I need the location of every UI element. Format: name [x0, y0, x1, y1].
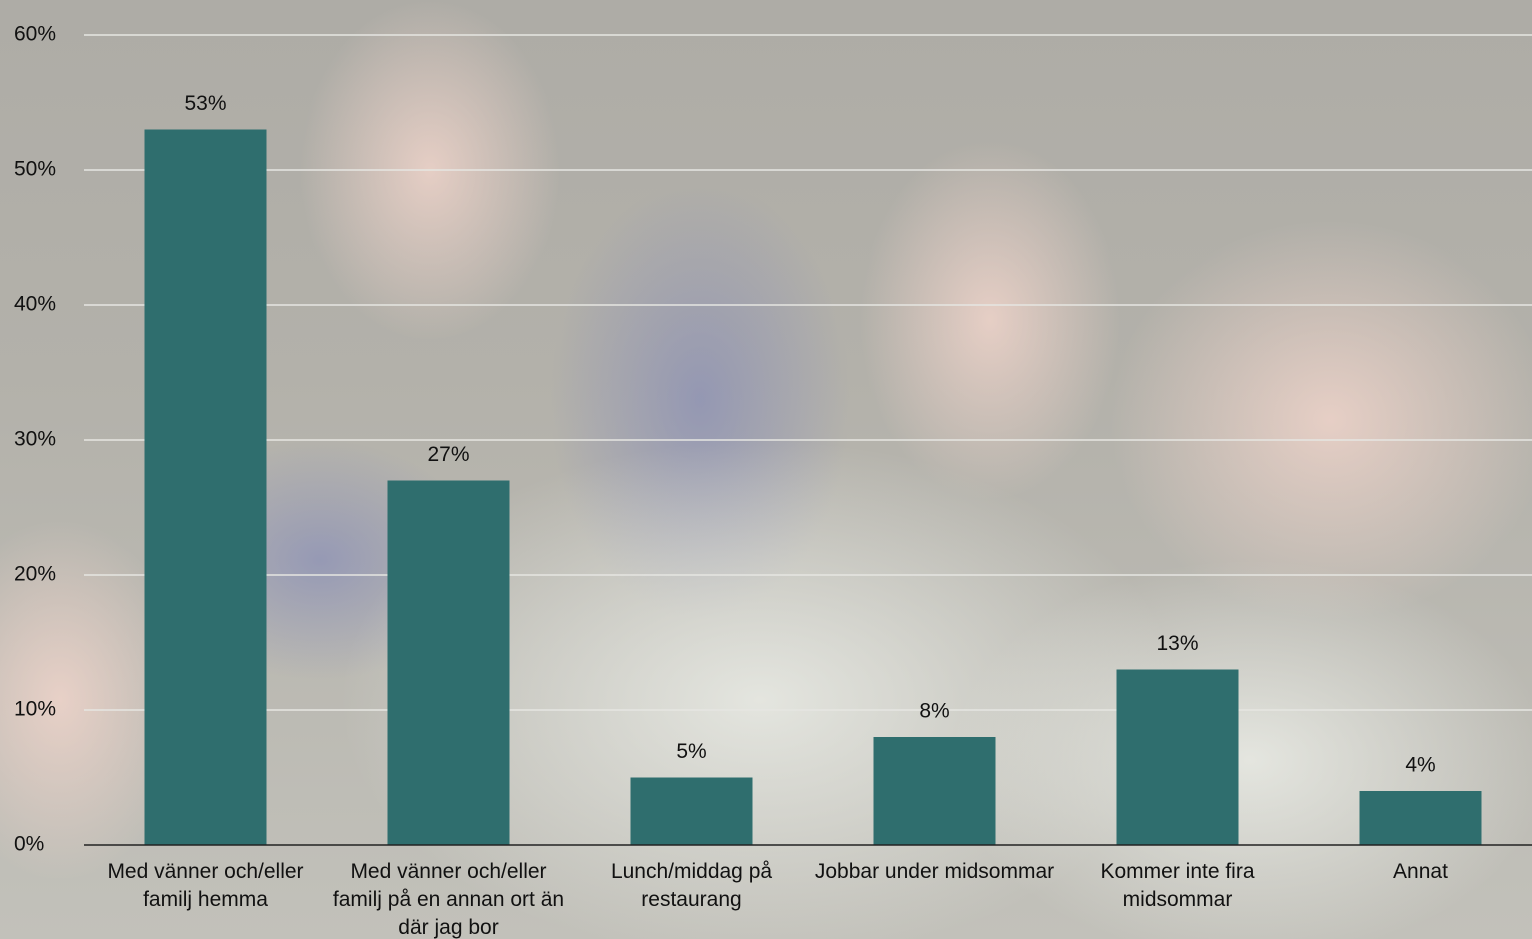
x-tick-label: Annat — [1393, 860, 1448, 883]
x-tick-label: Med vänner och/eller familj på en annan … — [332, 860, 565, 939]
y-tick-label: 50% — [14, 158, 56, 181]
y-tick-label: 40% — [14, 293, 56, 316]
value-label: 53% — [184, 92, 226, 115]
bar — [144, 129, 267, 845]
y-tick-label: 20% — [14, 563, 56, 586]
x-tick-label: Jobbar under midsommar — [814, 860, 1055, 883]
value-label: 13% — [1156, 632, 1198, 655]
x-tick-label: Med vänner och/eller familj hemma — [107, 860, 304, 911]
value-label: 8% — [919, 700, 949, 723]
value-label: 27% — [427, 443, 469, 466]
bar — [630, 777, 753, 845]
value-label: 5% — [676, 740, 706, 763]
bar — [1359, 791, 1482, 845]
y-tick-label: 10% — [14, 698, 56, 721]
x-tick-label: Lunch/middag på restaurang — [610, 860, 773, 911]
y-tick-label: 30% — [14, 428, 56, 451]
x-tick-label: Kommer inte fira midsommar — [1100, 860, 1255, 911]
bar — [1116, 669, 1239, 845]
bar — [873, 737, 996, 845]
bar — [387, 480, 510, 845]
y-tick-label: 60% — [14, 23, 56, 46]
y-tick-label: 0% — [14, 833, 44, 856]
value-label: 4% — [1405, 754, 1435, 777]
